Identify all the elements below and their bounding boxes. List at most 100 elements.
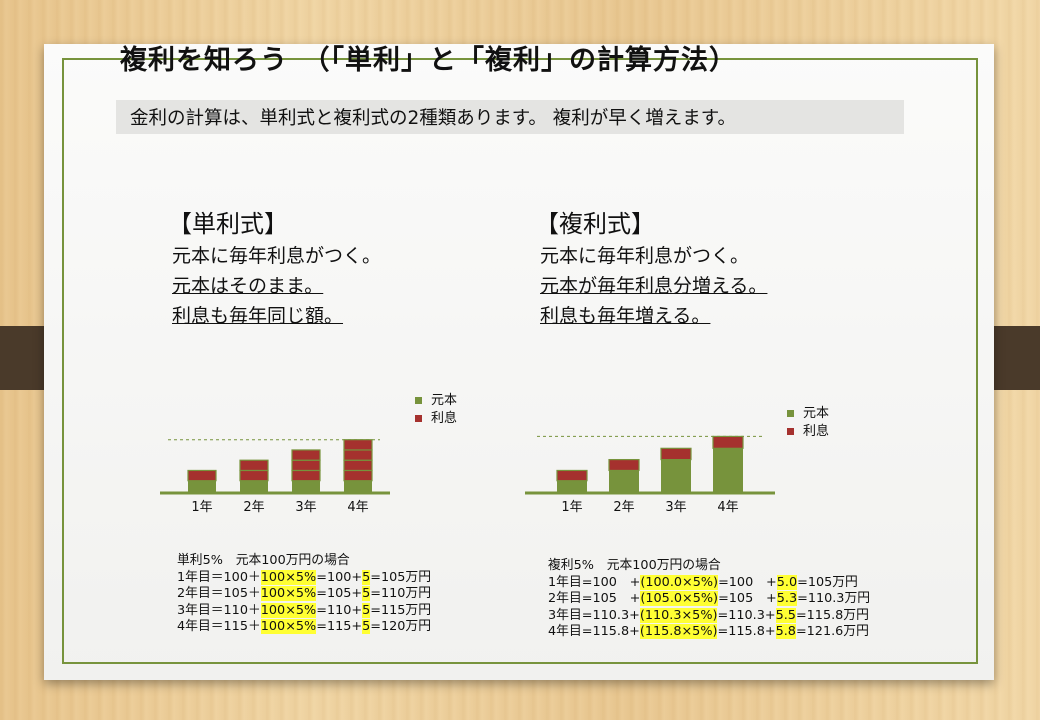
simple-line-3: 利息も毎年同じ額。 xyxy=(172,305,344,327)
x-tick-label-3: 3年 xyxy=(665,500,686,515)
x-tick-label-3: 3年 xyxy=(295,500,316,515)
compound-calc-row-3: 3年目=110.3+(110.3×5%)=110.3+5.5=115.8万円 xyxy=(548,607,870,625)
compound-calc-mid: =105 + xyxy=(718,591,777,606)
compound-calc-row-1: 1年目=100 +(100.0×5%)=100 +5.0=105万円 xyxy=(548,574,870,592)
slide-card xyxy=(44,44,994,680)
slide-border xyxy=(62,58,978,664)
simple-calc-post: =115万円 xyxy=(370,602,431,618)
page-title: 複利を知ろう （「単利」と「複利」の計算方法） xyxy=(120,45,737,76)
legend-label-2: 利息 xyxy=(803,423,829,439)
simple-calc-hl1: 100×5% xyxy=(260,586,317,601)
bar-interest-4-2 xyxy=(343,459,373,472)
simple-calc-mid: =105+ xyxy=(316,586,363,601)
legend-swatch-2 xyxy=(787,428,794,435)
bar-principal-1 xyxy=(188,480,216,493)
compound-heading: 【複利式】 xyxy=(535,210,655,238)
bar-interest-3-3 xyxy=(291,449,321,461)
compound-calc-mid: =100 + xyxy=(718,574,777,590)
compound-calc-post: =121.6万円 xyxy=(795,624,869,639)
legend-label-1: 元本 xyxy=(431,393,457,408)
x-tick-label-4: 4年 xyxy=(717,500,738,515)
simple-calc-rows: 1年目＝100＋100×5%=100+5=105万円 2年目＝105＋100×5%… xyxy=(177,569,431,636)
legend-swatch-1 xyxy=(415,397,422,404)
x-tick-label-2: 2年 xyxy=(613,500,634,515)
subtitle-box xyxy=(116,100,904,134)
simple-calc-hl1: 100×5% xyxy=(260,619,317,634)
simple-calc-row-3: 3年目＝110＋100×5%=110+5=115万円 xyxy=(177,602,431,620)
subtitle: 金利の計算は、単利式と複利式の2種類あります。 複利が早く増えます。 xyxy=(130,108,736,129)
simple-calc-pre: 4年目＝115＋ xyxy=(177,619,261,634)
bar-principal-2 xyxy=(609,470,639,493)
x-tick-label-2: 2年 xyxy=(243,500,264,515)
x-tick-label-4: 4年 xyxy=(347,500,368,515)
simple-calc-row-2: 2年目＝105＋100×5%=105+5=110万円 xyxy=(177,586,431,603)
compound-calc-hl1: (105.0×5%) xyxy=(640,591,719,606)
simple-calc-hl2: 5 xyxy=(362,586,371,601)
bar-interest-3-2 xyxy=(291,459,321,472)
compound-calc: 複利5% 元本100万円の場合 1年目=100 +(100.0×5%)=100 … xyxy=(548,558,870,641)
simple-calc-post: =110万円 xyxy=(370,586,431,601)
bar-interest-2-1 xyxy=(608,458,640,472)
simple-calc-hl1: 100×5% xyxy=(260,602,317,618)
simple-calc-pre: 1年目＝100＋ xyxy=(177,569,261,585)
simple-calc: 単利5% 元本100万円の場合 1年目＝100＋100×5%=100+5=105… xyxy=(177,553,431,636)
simple-calc-post: =120万円 xyxy=(370,619,431,634)
simple-calc-row-1: 1年目＝100＋100×5%=100+5=105万円 xyxy=(177,569,431,587)
compound-calc-title: 複利5% 元本100万円の場合 xyxy=(548,558,721,573)
simple-calc-hl2: 5 xyxy=(362,569,371,585)
simple-line-2: 元本はそのまま。 xyxy=(172,275,324,297)
simple-calc-mid: =115+ xyxy=(316,619,363,634)
compound-calc-post: =110.3万円 xyxy=(797,591,871,606)
compound-calc-mid: =110.3+ xyxy=(717,607,776,623)
bar-interest-4-4 xyxy=(343,439,373,451)
compound-line-1: 元本に毎年利息がつく。 xyxy=(540,245,750,267)
bar-principal-3 xyxy=(292,480,320,493)
bar-interest-1-1 xyxy=(556,469,588,482)
simple-calc-hl1: 100×5% xyxy=(260,569,317,585)
compound-calc-pre: 2年目=105 + xyxy=(548,591,641,606)
compound-calc-post: =115.8万円 xyxy=(795,607,869,623)
compound-calc-hl2: 5.0 xyxy=(776,574,798,590)
compound-calc-hl1: (100.0×5%) xyxy=(640,574,719,590)
legend-label-2: 利息 xyxy=(431,410,457,426)
bar-interest-1-1 xyxy=(187,469,217,482)
compound-calc-pre: 1年目=100 + xyxy=(548,574,641,590)
bar-interest-3-1 xyxy=(291,469,321,482)
compound-line-3: 利息も毎年増える。 xyxy=(540,305,711,327)
bar-interest-3-1 xyxy=(660,447,692,461)
legend-swatch-1 xyxy=(787,410,794,417)
simple-calc-mid: =110+ xyxy=(316,602,363,618)
x-tick-label-1: 1年 xyxy=(191,500,212,515)
bar-interest-4-1 xyxy=(343,469,373,482)
legend-swatch-2 xyxy=(415,415,422,422)
bar-interest-2-1 xyxy=(239,469,269,482)
compound-calc-pre: 4年目=115.8+ xyxy=(548,624,640,639)
legend-label-1: 元本 xyxy=(803,406,829,421)
compound-calc-mid: =115.8+ xyxy=(717,624,776,639)
compound-calc-hl1: (115.8×5%) xyxy=(639,624,718,639)
compound-calc-hl2: 5.5 xyxy=(775,607,796,623)
simple-calc-row-4: 4年目＝115＋100×5%=115+5=120万円 xyxy=(177,619,431,636)
compound-calc-hl2: 5.3 xyxy=(776,591,798,606)
compound-calc-row-4: 4年目=115.8+(115.8×5%)=115.8+5.8=121.6万円 xyxy=(548,624,870,641)
bar-interest-4-3 xyxy=(343,449,373,461)
simple-calc-mid: =100+ xyxy=(316,569,363,585)
simple-calc-pre: 2年目＝105＋ xyxy=(177,586,261,601)
simple-calc-pre: 3年目＝110＋ xyxy=(177,602,261,618)
bar-principal-2 xyxy=(240,480,268,493)
compound-calc-row-2: 2年目=105 +(105.0×5%)=105 +5.3=110.3万円 xyxy=(548,591,870,608)
compound-calc-hl1: (110.3×5%) xyxy=(639,607,718,623)
compound-chart: 1年 2年 3年 4年 元本 利息 xyxy=(525,345,870,525)
bar-interest-4-1 xyxy=(712,435,744,449)
simple-chart: 1年 2年 3年 4年 元本利息 xyxy=(160,355,490,525)
bar-interest-2-2 xyxy=(239,459,269,472)
compound-line-2: 元本が毎年利息分増える。 xyxy=(540,275,768,297)
compound-calc-hl2: 5.8 xyxy=(775,624,796,639)
simple-calc-hl2: 5 xyxy=(362,602,371,618)
compound-calc-pre: 3年目=110.3+ xyxy=(548,607,640,623)
compound-calc-rows: 1年目=100 +(100.0×5%)=100 +5.0=105万円 2年目=10… xyxy=(548,574,870,641)
bar-principal-1 xyxy=(557,480,587,493)
simple-calc-post: =105万円 xyxy=(370,569,431,585)
